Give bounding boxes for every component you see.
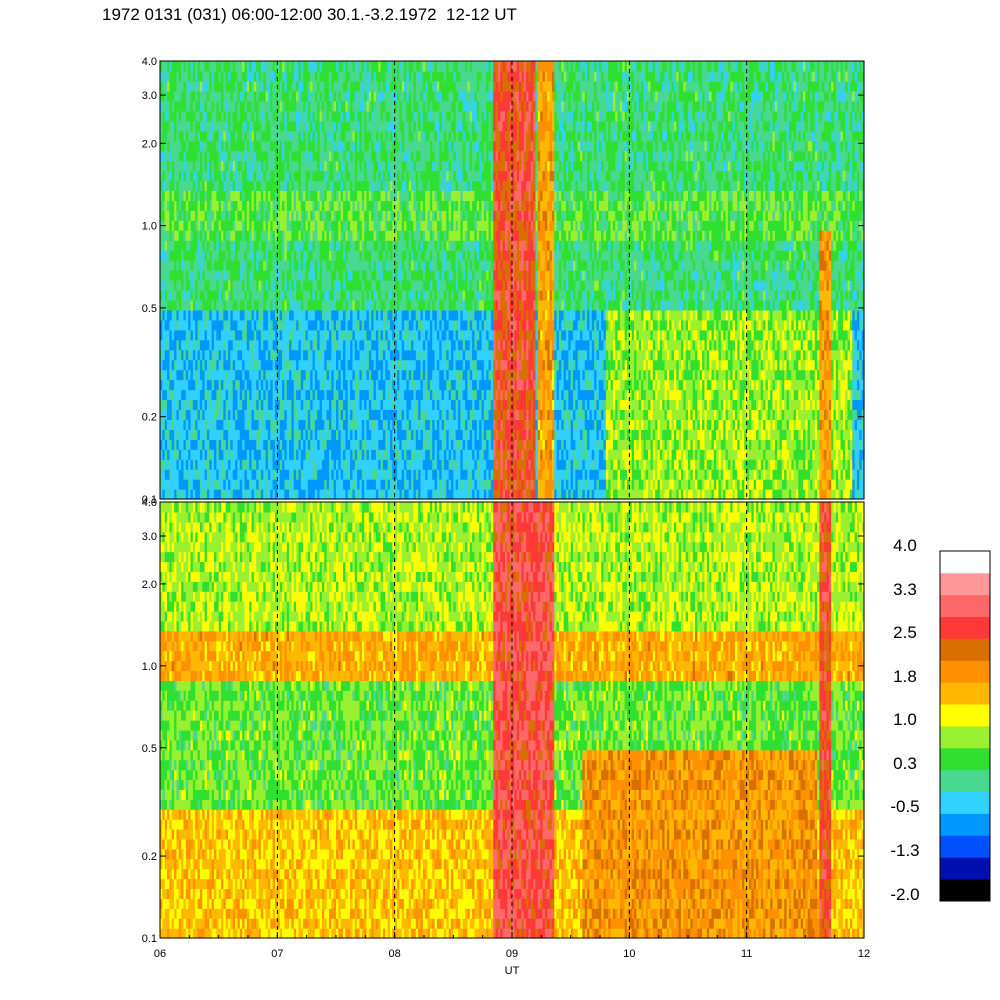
spectrogram-chart: 0.10.20.51.02.03.04.00.10.20.51.02.03.04… [0, 0, 1000, 1000]
